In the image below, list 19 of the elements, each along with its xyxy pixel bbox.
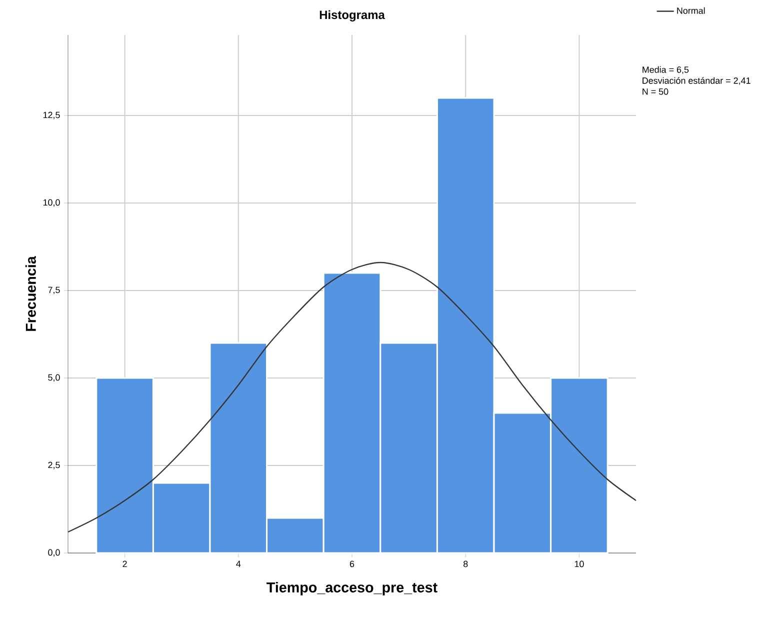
legend-label: Normal: [677, 7, 705, 14]
x-axis-title: Tiempo_acceso_pre_test: [266, 582, 438, 596]
y-tick-label: 2,5: [48, 462, 60, 470]
text: N = 50: [642, 88, 668, 95]
text: Desviación estándar = 2,41: [642, 77, 750, 85]
y-tick-label: 7,5: [48, 286, 60, 294]
y-tick-label: 12,5: [43, 112, 60, 120]
chart-title: Histograma: [320, 10, 385, 22]
text: Media = 6,5: [642, 66, 689, 74]
y-axis-title: Frecuencia: [25, 256, 36, 331]
y-tick-label: 5,0: [48, 374, 60, 382]
x-tick-label: 4: [236, 560, 241, 567]
x-tick-label: 10: [574, 560, 584, 568]
x-tick-label: 8: [464, 560, 468, 568]
y-tick-label: 10,0: [43, 199, 60, 207]
x-tick-label: 2: [122, 560, 127, 568]
line-series: [67, 262, 637, 533]
x-tick-label: 6: [350, 560, 354, 568]
y-tick-label: 0,0: [48, 549, 60, 557]
